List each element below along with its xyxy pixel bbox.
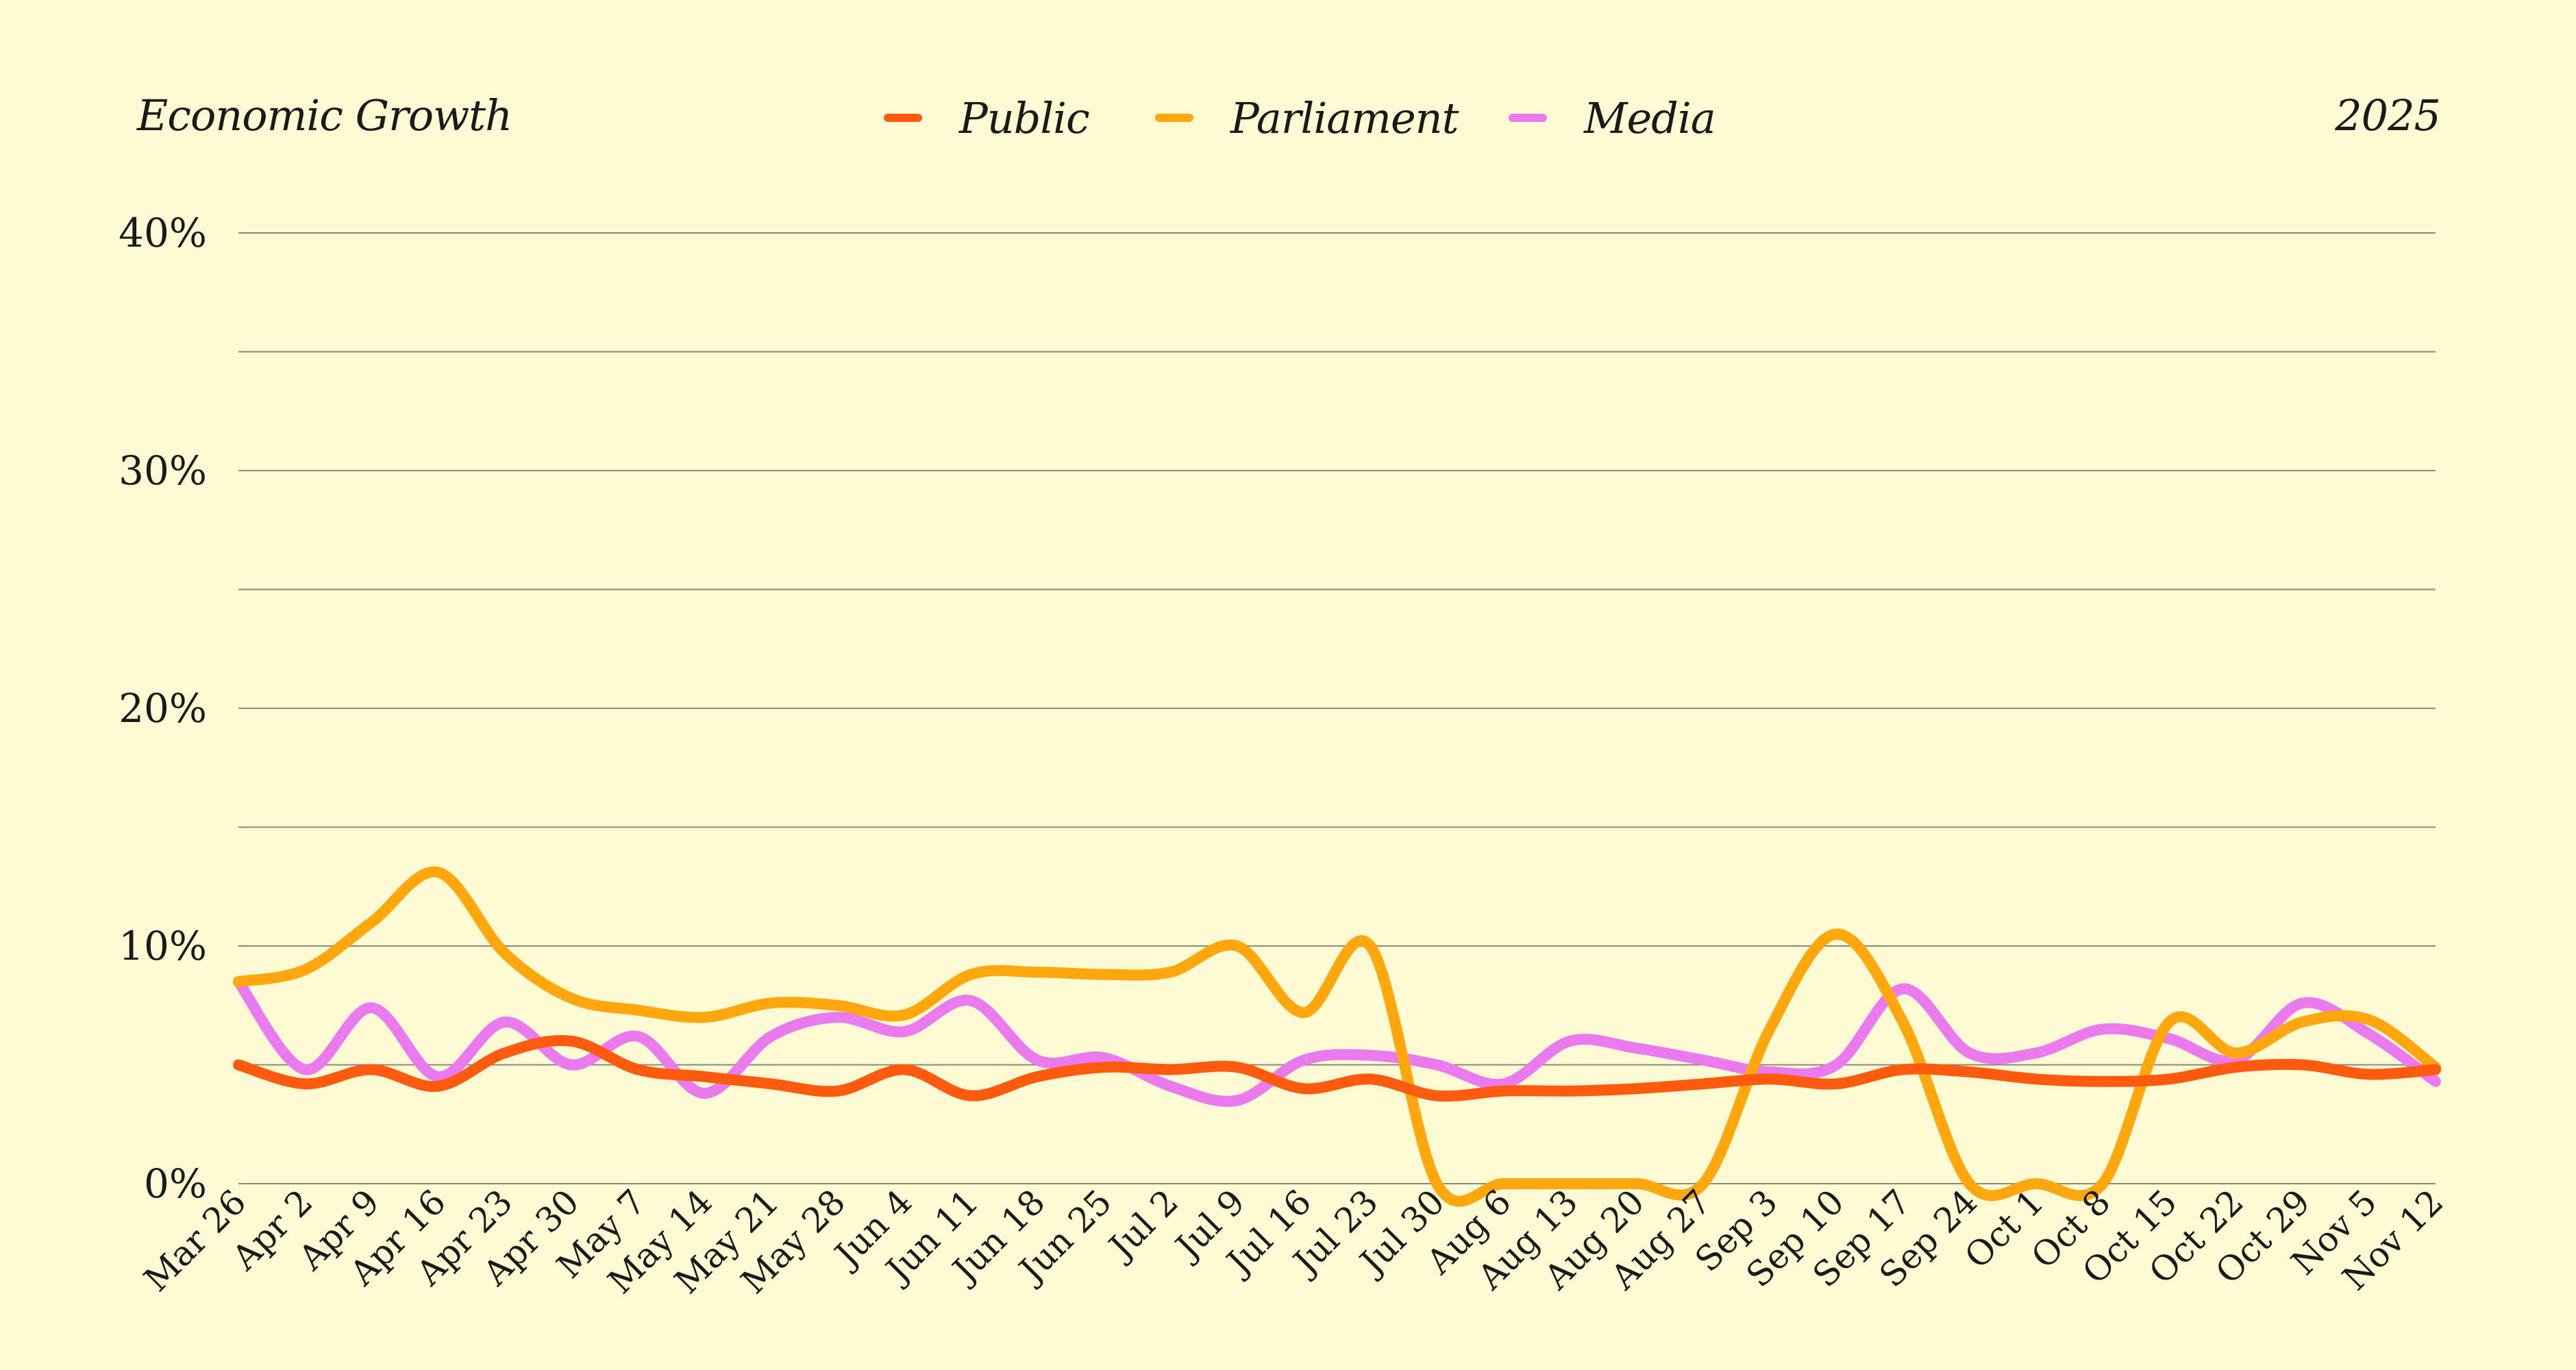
legend-item-public: Public [884, 90, 1090, 145]
x-tick-label: Jul 2 [1099, 1182, 1186, 1269]
y-tick-label: 20% [119, 685, 207, 732]
chart-year: 2025 [2335, 90, 2441, 140]
series-line-media [233, 976, 2441, 1107]
y-tick-label: 0% [144, 1160, 207, 1207]
y-tick-label: 40% [119, 210, 207, 256]
chart-legend: Public Parliament Media [0, 90, 2576, 145]
legend-label-public: Public [959, 92, 1090, 143]
legend-label-parliament: Parliament [1230, 92, 1459, 143]
y-tick-label: 10% [119, 923, 207, 969]
series-lines [233, 866, 2441, 1207]
legend-label-media: Media [1584, 92, 1716, 143]
y-tick-label: 30% [119, 447, 207, 494]
series-line-public [233, 1034, 2441, 1102]
grid-lines [238, 232, 2436, 1184]
y-axis-ticks: 0% 10% 20% 30% 40% [119, 210, 207, 1207]
chart-title: Economic Growth [137, 90, 512, 140]
legend-item-parliament: Parliament [1155, 90, 1459, 145]
legend-swatch-parliament [1155, 114, 1193, 122]
series-line-parliament [233, 866, 2441, 1207]
legend-item-media: Media [1509, 90, 1716, 145]
legend-swatch-media [1509, 114, 1547, 122]
legend-swatch-public [884, 114, 922, 122]
